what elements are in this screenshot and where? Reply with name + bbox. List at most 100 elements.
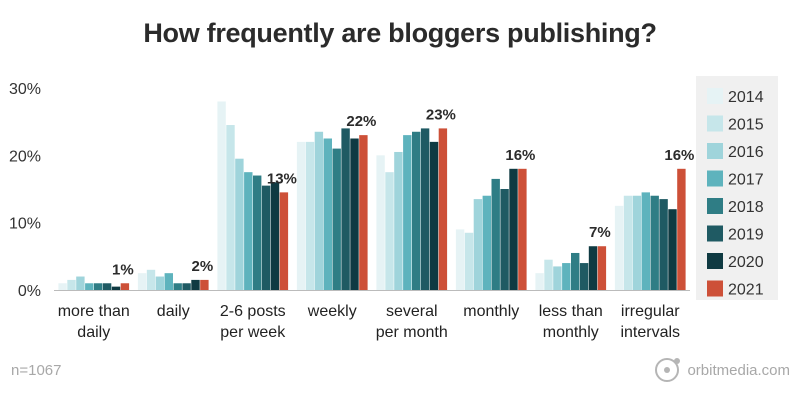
x-category-label: per month <box>376 324 448 341</box>
bar <box>235 158 244 290</box>
bar <box>438 128 448 290</box>
legend-swatch <box>707 143 723 159</box>
bar <box>641 192 650 290</box>
bar <box>562 263 571 290</box>
y-tick-label: 20% <box>9 148 41 165</box>
bar <box>571 252 580 290</box>
bar <box>191 279 200 290</box>
legend-label: 2014 <box>728 89 764 106</box>
data-labels: 1% 2% 13% 22% 23% 16% 7% 16% <box>112 106 694 278</box>
data-label: 23% <box>426 106 456 123</box>
bar <box>376 155 385 290</box>
bar <box>164 273 173 290</box>
bar <box>58 283 67 290</box>
x-category-label: monthly <box>543 324 599 341</box>
bar <box>597 246 607 290</box>
bar <box>182 283 191 290</box>
legend-label: 2019 <box>728 227 764 244</box>
x-category-label: 2-6 posts <box>220 303 286 320</box>
data-label: 7% <box>589 224 611 241</box>
x-category-label: daily <box>77 324 110 341</box>
data-label: 2% <box>192 258 214 275</box>
x-category-label: monthly <box>463 303 519 320</box>
bars <box>58 101 686 290</box>
brand-name: orbitmedia.com <box>687 361 790 379</box>
bar <box>623 195 633 290</box>
bar <box>85 283 94 290</box>
legend-swatch <box>707 280 723 297</box>
data-label: 1% <box>112 261 134 278</box>
x-category-label: irregular <box>621 303 680 320</box>
bar <box>632 195 642 290</box>
bar <box>412 131 421 290</box>
bar <box>111 286 121 290</box>
bar <box>323 138 332 290</box>
bar <box>94 283 103 290</box>
legend-label: 2015 <box>728 117 764 134</box>
data-label: 13% <box>267 170 297 187</box>
legend: 2014 2015 2016 2017 2018 2019 2020 2021 <box>696 76 778 300</box>
y-tick-label: 30% <box>9 81 41 98</box>
bar <box>155 276 165 290</box>
bar <box>403 135 412 290</box>
y-tick-label: 0% <box>18 283 41 300</box>
bar <box>200 279 209 290</box>
bar <box>270 182 280 290</box>
x-category-label: intervals <box>620 324 680 341</box>
legend-swatch <box>707 115 723 132</box>
data-label: 16% <box>505 147 535 164</box>
bar <box>217 101 226 290</box>
legend-label: 2018 <box>728 199 764 216</box>
legend-label: 2021 <box>728 282 764 299</box>
bar <box>76 276 85 290</box>
bar <box>350 138 359 290</box>
legend-label: 2017 <box>728 172 764 189</box>
bar <box>244 172 253 290</box>
bar <box>553 266 562 290</box>
bar <box>146 269 156 290</box>
bar <box>659 199 668 290</box>
bar <box>261 185 271 290</box>
bar <box>359 135 368 290</box>
bar <box>394 151 403 290</box>
bar <box>420 128 430 290</box>
bar <box>279 192 289 290</box>
bar <box>509 168 518 290</box>
bar <box>650 195 659 290</box>
bar <box>385 172 394 290</box>
bar <box>137 273 147 290</box>
bar <box>677 168 686 290</box>
bar <box>173 283 182 290</box>
legend-swatch <box>707 225 723 242</box>
bar <box>67 279 76 290</box>
orbit-logo-icon <box>655 358 681 382</box>
legend-swatch <box>707 198 723 214</box>
bar <box>473 199 483 290</box>
bar <box>518 168 527 290</box>
bar <box>482 195 491 290</box>
legend-label: 2020 <box>728 254 764 271</box>
bar <box>614 205 624 290</box>
bar <box>226 125 235 290</box>
legend-swatch <box>707 170 723 187</box>
x-category-label: less than <box>539 303 603 320</box>
bar <box>296 141 306 290</box>
x-category-label: more than <box>58 303 130 320</box>
chart-title: How frequently are bloggers publishing? <box>143 18 657 48</box>
bar <box>102 283 112 290</box>
y-axis: 0% 10% 20% 30% <box>9 81 690 300</box>
legend-label: 2016 <box>728 144 764 161</box>
x-axis: more than daily daily 2-6 posts per week week… <box>58 303 681 341</box>
legend-swatch <box>707 88 723 104</box>
bar <box>305 141 315 290</box>
brand-watermark: orbitmedia.com <box>653 356 790 384</box>
bar <box>429 141 439 290</box>
bar <box>491 178 500 290</box>
bar <box>455 229 465 290</box>
bar <box>579 263 589 290</box>
y-tick-label: 10% <box>9 216 41 233</box>
bar <box>332 148 341 290</box>
bar <box>668 209 677 290</box>
bar <box>500 189 509 290</box>
bar <box>588 246 598 290</box>
